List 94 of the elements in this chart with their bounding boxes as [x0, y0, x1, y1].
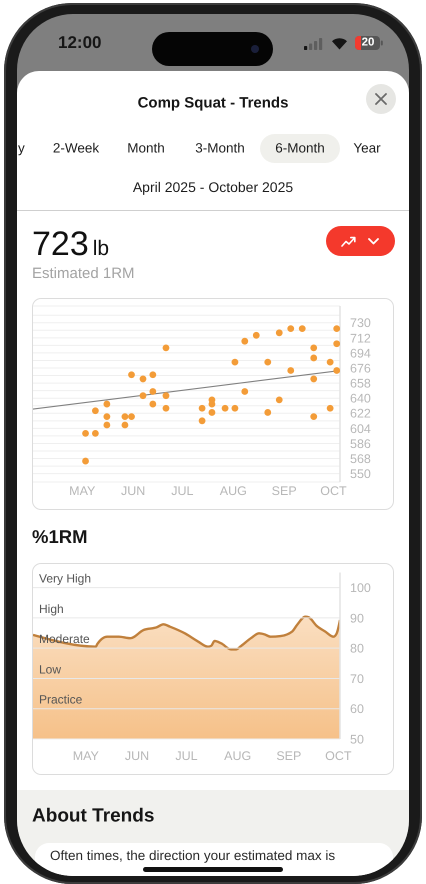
- y-tick-label: 622: [350, 406, 371, 421]
- text: 2-Week: [52, 140, 100, 156]
- y-tick-label: 676: [350, 361, 371, 376]
- y-tick-label: 70: [350, 672, 364, 686]
- point: [310, 354, 318, 362]
- text: y: [18, 140, 25, 156]
- x-tick-label: JUN: [120, 484, 146, 498]
- point: [310, 344, 318, 352]
- point: [287, 367, 294, 374]
- ref-line-label: Very High: [39, 572, 92, 586]
- text: About Trends: [32, 804, 154, 828]
- point: [310, 376, 318, 382]
- point: [92, 407, 99, 414]
- y-tick-label: 50: [350, 732, 364, 746]
- x-tick-label: MAY: [72, 748, 100, 763]
- chart-title: %1RM: [32, 526, 88, 548]
- ref-line-label: Practice: [39, 692, 83, 707]
- y-tick-label: 60: [350, 702, 364, 716]
- point: [140, 376, 146, 382]
- y-tick-label: 694: [350, 346, 371, 360]
- point: [264, 409, 272, 416]
- point: [82, 458, 89, 464]
- point: [252, 332, 260, 339]
- y-tick-label: 90: [350, 611, 364, 626]
- y-tick-label: 730: [350, 316, 371, 330]
- x-tick-label: SEP: [272, 484, 297, 498]
- x-tick-label: AUG: [224, 748, 252, 763]
- point: [333, 340, 340, 348]
- point: [162, 404, 170, 412]
- ref-line-label: High: [39, 602, 64, 616]
- text: 723: [32, 225, 89, 263]
- point: [287, 325, 294, 332]
- text: 6-Month: [275, 140, 325, 156]
- y-tick-label: 586: [350, 436, 371, 451]
- point: [103, 413, 110, 420]
- point: [333, 325, 340, 332]
- point: [149, 388, 156, 395]
- point: [140, 392, 146, 400]
- chart-subtitle: April 2025 - October 2025: [132, 178, 294, 196]
- y-tick-label: 568: [350, 452, 371, 466]
- point: [241, 388, 248, 395]
- x-tick-label: OCT: [320, 484, 347, 498]
- point: [264, 358, 272, 366]
- point: [276, 329, 283, 336]
- x-tick-label: SEP: [276, 748, 302, 763]
- point: [103, 400, 110, 408]
- y-tick-label: 80: [350, 642, 364, 656]
- point: [241, 338, 248, 345]
- y-tick-label: 604: [350, 422, 371, 436]
- text: Month: [127, 140, 165, 156]
- point: [128, 413, 135, 420]
- point: [208, 409, 216, 416]
- point: [298, 325, 306, 332]
- y-tick-label: 712: [350, 331, 371, 346]
- point: [122, 422, 128, 428]
- point: [122, 413, 128, 420]
- point: [103, 422, 110, 428]
- x-tick-label: MAY: [69, 484, 96, 498]
- point: [162, 392, 170, 400]
- text: 3-Month: [195, 140, 245, 156]
- text: lb: [92, 237, 110, 261]
- point: [149, 371, 156, 378]
- text: Often times, the direction your estimated max is: [50, 848, 336, 864]
- point: [82, 430, 89, 437]
- y-tick-label: 550: [350, 467, 371, 482]
- y-tick-label: 100: [350, 581, 371, 596]
- text: Year: [353, 140, 381, 156]
- point: [222, 404, 228, 412]
- y-tick-label: 658: [350, 376, 371, 391]
- text: Estimated 1RM: [32, 265, 135, 283]
- x-tick-label: AUG: [220, 484, 247, 498]
- text: 12:00: [58, 33, 102, 53]
- point: [333, 367, 340, 374]
- point: [198, 404, 206, 412]
- y-tick-label: 640: [350, 392, 371, 406]
- x-tick-label: JUL: [171, 484, 194, 498]
- point: [92, 430, 99, 437]
- x-tick-label: JUL: [175, 748, 198, 763]
- x-tick-label: OCT: [325, 748, 352, 763]
- point: [326, 358, 334, 366]
- point: [276, 396, 283, 404]
- ref-line-label: Low: [39, 662, 62, 676]
- point: [128, 371, 135, 378]
- point: [208, 400, 216, 408]
- point: [326, 404, 334, 412]
- chart-title: Comp Squat - Trends: [138, 94, 288, 112]
- x-tick-label: JUN: [124, 748, 150, 763]
- point: [162, 344, 170, 352]
- point: [198, 417, 206, 424]
- point: [232, 358, 238, 366]
- point: [149, 400, 156, 408]
- text: 20: [362, 36, 374, 50]
- point: [310, 413, 318, 420]
- point: [232, 404, 238, 412]
